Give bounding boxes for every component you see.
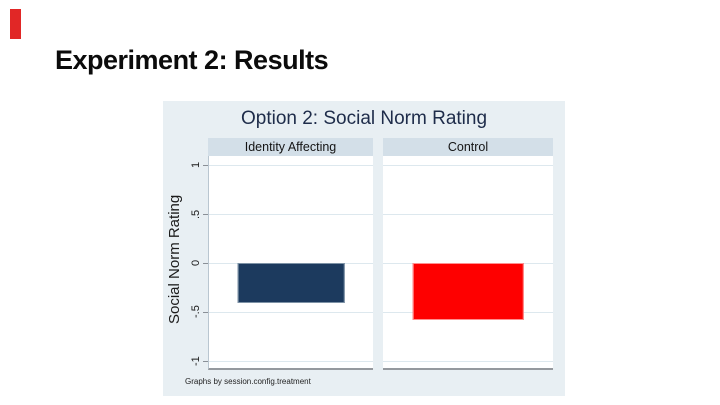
chart-title: Option 2: Social Norm Rating	[240, 108, 488, 129]
panel-header-identity-affecting: Identity Affecting	[208, 138, 373, 156]
gridline	[209, 214, 373, 215]
gridline	[209, 312, 373, 313]
plot-area-identity-affecting	[208, 156, 373, 370]
y-tick-mark	[203, 312, 208, 313]
y-tick-mark	[203, 214, 208, 215]
panel-header-control: Control	[383, 138, 553, 156]
y-tick-mark	[203, 165, 208, 166]
slide-title: Experiment 2: Results	[55, 45, 329, 75]
plot-area-control	[383, 156, 553, 370]
bar-identity-affecting	[237, 263, 345, 303]
gridline	[209, 361, 373, 362]
y-axis-label: Social Norm Rating	[166, 194, 183, 324]
y-tick-label-05: .5	[190, 209, 202, 219]
gridline	[383, 361, 553, 362]
y-tick-label-1: 1	[190, 161, 202, 169]
panel-identity-affecting: Identity Affecting	[208, 138, 373, 370]
gridline	[209, 165, 373, 166]
gridline	[383, 165, 553, 166]
slide-accent-bar	[10, 9, 21, 39]
chart-footnote: Graphs by session.config.treatment	[185, 377, 311, 386]
y-tick-label-neg05: -.5	[190, 305, 202, 319]
bar-control	[412, 263, 524, 320]
gridline	[383, 214, 553, 215]
panel-control: Control	[383, 138, 553, 370]
y-tick-mark	[203, 263, 208, 264]
chart: Option 2: Social Norm Rating Social Norm…	[163, 101, 565, 396]
y-tick-label-neg1: -1	[190, 356, 202, 366]
y-tick-mark	[203, 361, 208, 362]
y-tick-label-0: 0	[190, 259, 202, 267]
